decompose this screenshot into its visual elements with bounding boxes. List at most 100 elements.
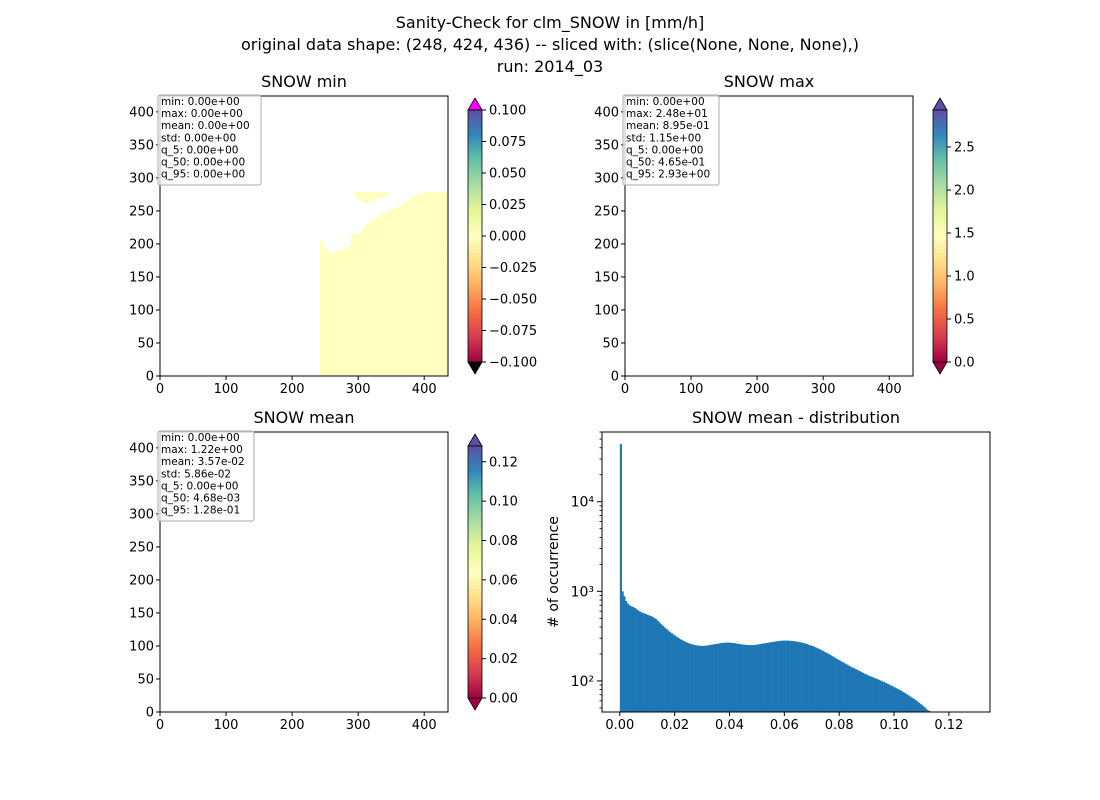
histogram-bar bbox=[844, 663, 847, 712]
histogram-bar bbox=[853, 668, 856, 712]
histogram-bar bbox=[874, 678, 877, 712]
histogram-bar bbox=[807, 644, 810, 712]
histogram-bar bbox=[907, 695, 910, 712]
histogram-bar bbox=[865, 674, 868, 712]
axes-frame bbox=[601, 431, 991, 713]
y-tick-label: 100 bbox=[129, 639, 154, 654]
stats-line: mean: 8.95e-01 bbox=[626, 120, 710, 132]
histogram-bar bbox=[683, 641, 686, 712]
histogram-bar bbox=[633, 608, 637, 712]
histogram-bar bbox=[912, 698, 916, 712]
histogram-bar bbox=[749, 645, 752, 712]
histogram-bar bbox=[628, 605, 631, 712]
histogram-bar bbox=[825, 652, 828, 712]
histogram-bar bbox=[781, 640, 784, 712]
histogram-bar bbox=[642, 613, 645, 712]
histogram-bar bbox=[854, 669, 858, 712]
x-tick-label: 0 bbox=[156, 718, 164, 733]
histogram-bar bbox=[779, 640, 782, 712]
histogram-bar bbox=[869, 676, 872, 712]
axes-frame bbox=[159, 431, 449, 713]
histogram-bar bbox=[719, 643, 723, 712]
histogram-bar bbox=[884, 682, 887, 712]
x-tick-label: 400 bbox=[412, 718, 437, 733]
colorbar-extend-max bbox=[467, 97, 483, 111]
histogram-bar bbox=[898, 690, 902, 712]
histogram-bar bbox=[656, 620, 659, 712]
histogram-bar bbox=[684, 641, 687, 712]
histogram-bar bbox=[677, 638, 680, 712]
stats-line: max: 0.00e+00 bbox=[161, 108, 243, 120]
colorbar-gradient bbox=[467, 109, 483, 363]
histogram-bar bbox=[902, 692, 905, 712]
histogram-bar bbox=[793, 641, 796, 712]
colorbar-tick-label: 0.08 bbox=[489, 534, 518, 549]
stats-line: q_95: 1.28e-01 bbox=[161, 505, 240, 517]
histogram-bar bbox=[890, 685, 893, 712]
histogram-bar bbox=[730, 642, 733, 712]
histogram-bar bbox=[904, 693, 907, 712]
histogram-bar bbox=[828, 654, 831, 712]
histogram-bar bbox=[879, 680, 882, 712]
histogram-bar bbox=[900, 691, 903, 712]
histogram-bar bbox=[856, 670, 859, 712]
histogram-bar bbox=[632, 606, 635, 712]
histogram-bar bbox=[686, 642, 689, 712]
histogram-bar bbox=[640, 612, 644, 712]
histogram-bar bbox=[625, 600, 628, 712]
histogram-bar bbox=[704, 645, 707, 712]
x-tick-label: 0.02 bbox=[660, 718, 689, 733]
histogram-bar bbox=[760, 643, 763, 712]
colorbar-extend-max bbox=[932, 97, 948, 111]
stats-line: q_50: 4.68e-03 bbox=[161, 493, 240, 505]
histogram-bar bbox=[802, 643, 805, 712]
histogram-bar bbox=[835, 658, 838, 712]
histogram-bar bbox=[863, 673, 866, 712]
stats-line: min: 0.00e+00 bbox=[626, 96, 705, 108]
histogram-bar bbox=[665, 628, 668, 712]
histogram-bar bbox=[754, 644, 758, 712]
histogram-bar bbox=[895, 688, 898, 712]
histogram-bar bbox=[763, 643, 766, 712]
histogram-bar bbox=[826, 653, 830, 712]
histogram-bar bbox=[712, 644, 715, 712]
stats-line: max: 1.22e+00 bbox=[161, 444, 243, 456]
stats-line: max: 2.48e+01 bbox=[626, 108, 708, 120]
x-tick-label: 0 bbox=[156, 382, 164, 397]
histogram-bar bbox=[725, 642, 728, 712]
stats-line: q_95: 0.00e+00 bbox=[161, 169, 245, 181]
histogram-bar bbox=[812, 646, 816, 712]
histogram-bar bbox=[756, 644, 759, 712]
y-tick-label: 10³ bbox=[571, 584, 594, 600]
stats-box-frame bbox=[157, 430, 255, 522]
y-tick-label: 250 bbox=[129, 204, 154, 219]
histogram-bar bbox=[795, 641, 798, 712]
colorbar-extend-min bbox=[467, 697, 483, 711]
stats-line: q_50: 4.65e-01 bbox=[626, 157, 705, 169]
histogram-bar bbox=[905, 694, 909, 712]
colorbar-tick-label: −0.100 bbox=[489, 356, 537, 371]
histogram-bar bbox=[891, 686, 894, 712]
stats-box-frame bbox=[622, 94, 720, 186]
histogram-bar bbox=[646, 614, 649, 712]
histogram-bar bbox=[654, 619, 658, 712]
colorbar-tick-label: 0.025 bbox=[489, 198, 526, 213]
figure-title-line-1: Sanity-Check for clm_SNOW in [mm/h] bbox=[395, 13, 705, 32]
histogram-bar bbox=[791, 641, 794, 712]
y-tick-label: 400 bbox=[129, 441, 154, 456]
histogram-bar bbox=[849, 666, 852, 712]
axes-frame bbox=[159, 95, 449, 377]
figure-title-line-2: original data shape: (248, 424, 436) -- … bbox=[241, 35, 859, 54]
histogram-bar bbox=[918, 702, 921, 712]
histogram-bar bbox=[740, 644, 744, 712]
histogram-bar bbox=[653, 617, 656, 712]
histogram-bar bbox=[688, 643, 691, 712]
x-tick-label: 200 bbox=[745, 382, 770, 397]
x-tick-label: 100 bbox=[214, 382, 239, 397]
histogram-bar bbox=[702, 645, 705, 712]
colorbar-tick-label: −0.025 bbox=[489, 261, 537, 276]
histogram-bar bbox=[635, 609, 638, 712]
